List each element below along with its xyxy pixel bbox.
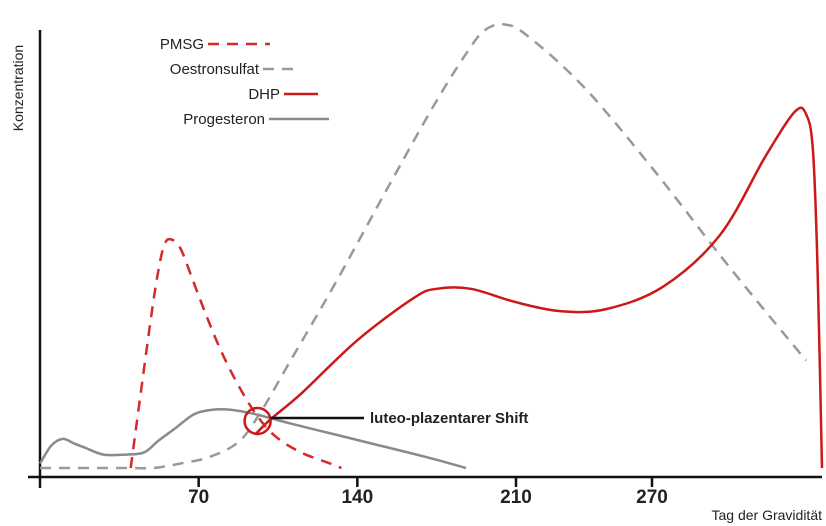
legend-label-pmsg: PMSG xyxy=(160,36,204,53)
annotation-layer: luteo-plazentarer Shift xyxy=(243,406,528,436)
y-axis-label: Konzentration xyxy=(10,45,26,131)
series-line-progesteron xyxy=(38,407,467,470)
legend-label-oestronsulfat: Oestronsulfat xyxy=(170,61,260,78)
series-layer xyxy=(38,22,824,470)
x-tick-label: 140 xyxy=(341,487,373,508)
annotation-text: luteo-plazentarer Shift xyxy=(370,410,528,427)
legend-label-dhp: DHP xyxy=(248,86,280,103)
x-tick-label: 210 xyxy=(500,487,532,508)
series-line-dhp xyxy=(254,106,824,469)
legend-label-progesteron: Progesteron xyxy=(183,111,265,128)
annotation-circle xyxy=(243,406,272,436)
series-line-oestronsulfat xyxy=(40,22,808,470)
x-tick-label: 70 xyxy=(188,487,209,508)
series-line-pmsg xyxy=(129,237,342,470)
x-ticks: 70 140 210 270 xyxy=(188,477,668,508)
legend: PMSG Oestronsulfat DHP Progesteron xyxy=(160,36,329,128)
axes xyxy=(28,30,822,488)
x-axis-label: Tag der Gravidität xyxy=(712,507,823,523)
x-tick-label: 270 xyxy=(636,487,668,508)
